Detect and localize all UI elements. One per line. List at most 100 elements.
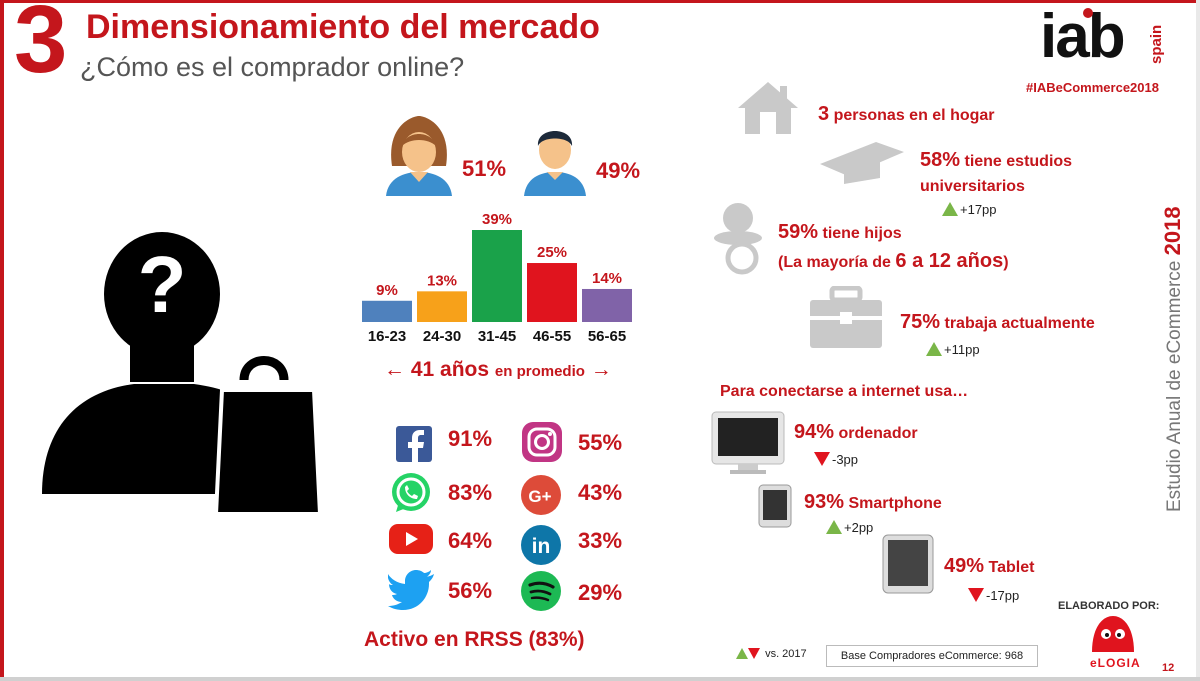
logo-spain: spain <box>1148 24 1165 64</box>
age-bar-56-65 <box>582 288 632 322</box>
female-pct: 51% <box>462 156 507 181</box>
base-note: Base Compradores eCommerce: 968 <box>826 645 1038 667</box>
facebook-pct: 91% <box>448 426 493 451</box>
age-category-label: 16-23 <box>368 328 406 345</box>
right-arrow-icon: → <box>590 358 612 381</box>
svg-text:G+: G+ <box>528 487 551 506</box>
age-category-label: 31-45 <box>478 328 516 345</box>
page-number: 12 <box>1162 662 1175 674</box>
up-triangle-icon <box>942 202 958 216</box>
youtube-pct: 64% <box>448 528 493 553</box>
work-num: 75% <box>900 311 941 333</box>
page-subtitle: ¿Cómo es el comprador online? <box>80 52 465 82</box>
smartphone-delta-value: +2pp <box>844 520 874 535</box>
spotify-icon <box>521 571 561 611</box>
age-category-label: 46-55 <box>533 328 571 345</box>
google-plus-icon: G+ <box>521 475 561 515</box>
rrss-summary: Activo en RRSS (83%) <box>364 628 585 651</box>
household-text: personas en el hogar <box>833 107 995 124</box>
logo-dot <box>1083 8 1093 18</box>
up-triangle-icon <box>826 520 842 534</box>
children-detail-pre: (La mayoría de <box>778 254 891 271</box>
age-bar-label: 39% <box>482 211 512 228</box>
education-num: 58% <box>920 149 961 171</box>
pacifier-icon <box>714 203 762 275</box>
age-bar-label: 25% <box>537 244 567 261</box>
work-text: trabaja actualmente <box>944 315 1095 332</box>
computer-num: 94% <box>794 421 835 443</box>
youtube-icon <box>389 524 433 554</box>
tablet-delta-value: -17pp <box>986 588 1020 603</box>
hashtag: #IABeCommerce2018 <box>1026 80 1159 95</box>
elogia-logo-icon <box>1092 616 1134 652</box>
female-icon <box>386 116 452 196</box>
smartphone-stat: 93% Smartphone <box>804 488 942 517</box>
house-icon <box>738 82 798 134</box>
average-age: ← 41 años en promedio → <box>384 358 612 382</box>
iab-logo: iab <box>1040 2 1126 71</box>
linkedin-pct: 33% <box>578 528 623 553</box>
education-stat: 58% tiene estudios universitarios <box>920 146 1072 198</box>
instagram-icon <box>522 422 562 462</box>
tablet-icon <box>882 534 934 594</box>
page-title: Dimensionamiento del mercado <box>86 8 600 46</box>
smartphone-icon <box>758 484 792 528</box>
age-chart: 9% 13% 39% 25% 14% 16-23 24-30 31-45 46-55 56-65 <box>362 211 632 345</box>
vertical-title: Estudio Anual de eCommerce 2018 <box>1160 206 1186 512</box>
vertical-title-year: 2018 <box>1160 206 1185 256</box>
svg-text:in: in <box>532 535 551 558</box>
education-delta-value: +17pp <box>960 202 997 217</box>
age-bar-label: 9% <box>376 282 398 299</box>
facebook-icon <box>396 426 432 462</box>
up-triangle-icon <box>926 342 942 356</box>
elaborado-label: ELABORADO POR: <box>1058 600 1160 612</box>
education-text2: universitarios <box>920 178 1025 195</box>
male-icon <box>524 131 586 196</box>
age-bar-label: 13% <box>427 272 457 289</box>
devices-heading: Para conectarse a internet usa… <box>720 383 969 400</box>
down-triangle-icon <box>748 648 760 659</box>
right-border <box>1196 0 1200 681</box>
tablet-stat: 49% Tablet <box>944 552 1034 581</box>
age-bar-31-45 <box>472 230 522 322</box>
bottom-border <box>0 677 1200 681</box>
section-number: 3 <box>14 0 68 93</box>
children-num: 59% <box>778 221 819 243</box>
age-category-label: 56-65 <box>588 328 626 345</box>
vs-text: vs. 2017 <box>765 648 807 660</box>
tablet-num: 49% <box>944 555 985 577</box>
down-triangle-icon <box>968 588 984 602</box>
left-border <box>0 0 4 681</box>
tablet-label: Tablet <box>988 559 1035 576</box>
household-num: 3 <box>818 103 830 125</box>
twitter-pct: 56% <box>448 578 493 603</box>
education-text1: tiene estudios <box>964 153 1073 170</box>
average-age-suffix: en promedio <box>494 363 585 380</box>
shopper-silhouette-icon: ? <box>42 232 323 516</box>
male-pct: 49% <box>596 158 641 183</box>
children-detail-num: 6 a 12 años <box>895 250 1004 272</box>
svg-text:?: ? <box>138 240 187 329</box>
vs-legend: vs. 2017 <box>736 648 807 660</box>
age-category-label: 24-30 <box>423 328 461 345</box>
age-bar-label: 14% <box>592 270 622 287</box>
computer-icon <box>711 411 785 474</box>
left-arrow-icon: ← <box>384 358 405 381</box>
computer-delta-value: -3pp <box>832 452 859 467</box>
down-triangle-icon <box>814 452 830 466</box>
work-delta: +11pp <box>926 342 980 357</box>
smartphone-label: Smartphone <box>848 495 942 512</box>
linkedin-icon: in <box>521 525 561 565</box>
computer-stat: 94% ordenador <box>794 418 918 447</box>
average-age-value: 41 años <box>410 358 490 381</box>
spotify-pct: 29% <box>578 580 623 605</box>
elogia-logo-text: eLOGIA <box>1090 656 1141 670</box>
education-delta: +17pp <box>942 202 997 217</box>
household-stat: 3 personas en el hogar <box>818 100 995 129</box>
up-triangle-icon <box>736 648 748 659</box>
work-delta-value: +11pp <box>944 342 980 357</box>
age-bar-46-55 <box>527 263 577 322</box>
children-text: tiene hijos <box>822 225 902 242</box>
google-plus-pct: 43% <box>578 480 623 505</box>
age-bar-24-30 <box>417 291 467 322</box>
